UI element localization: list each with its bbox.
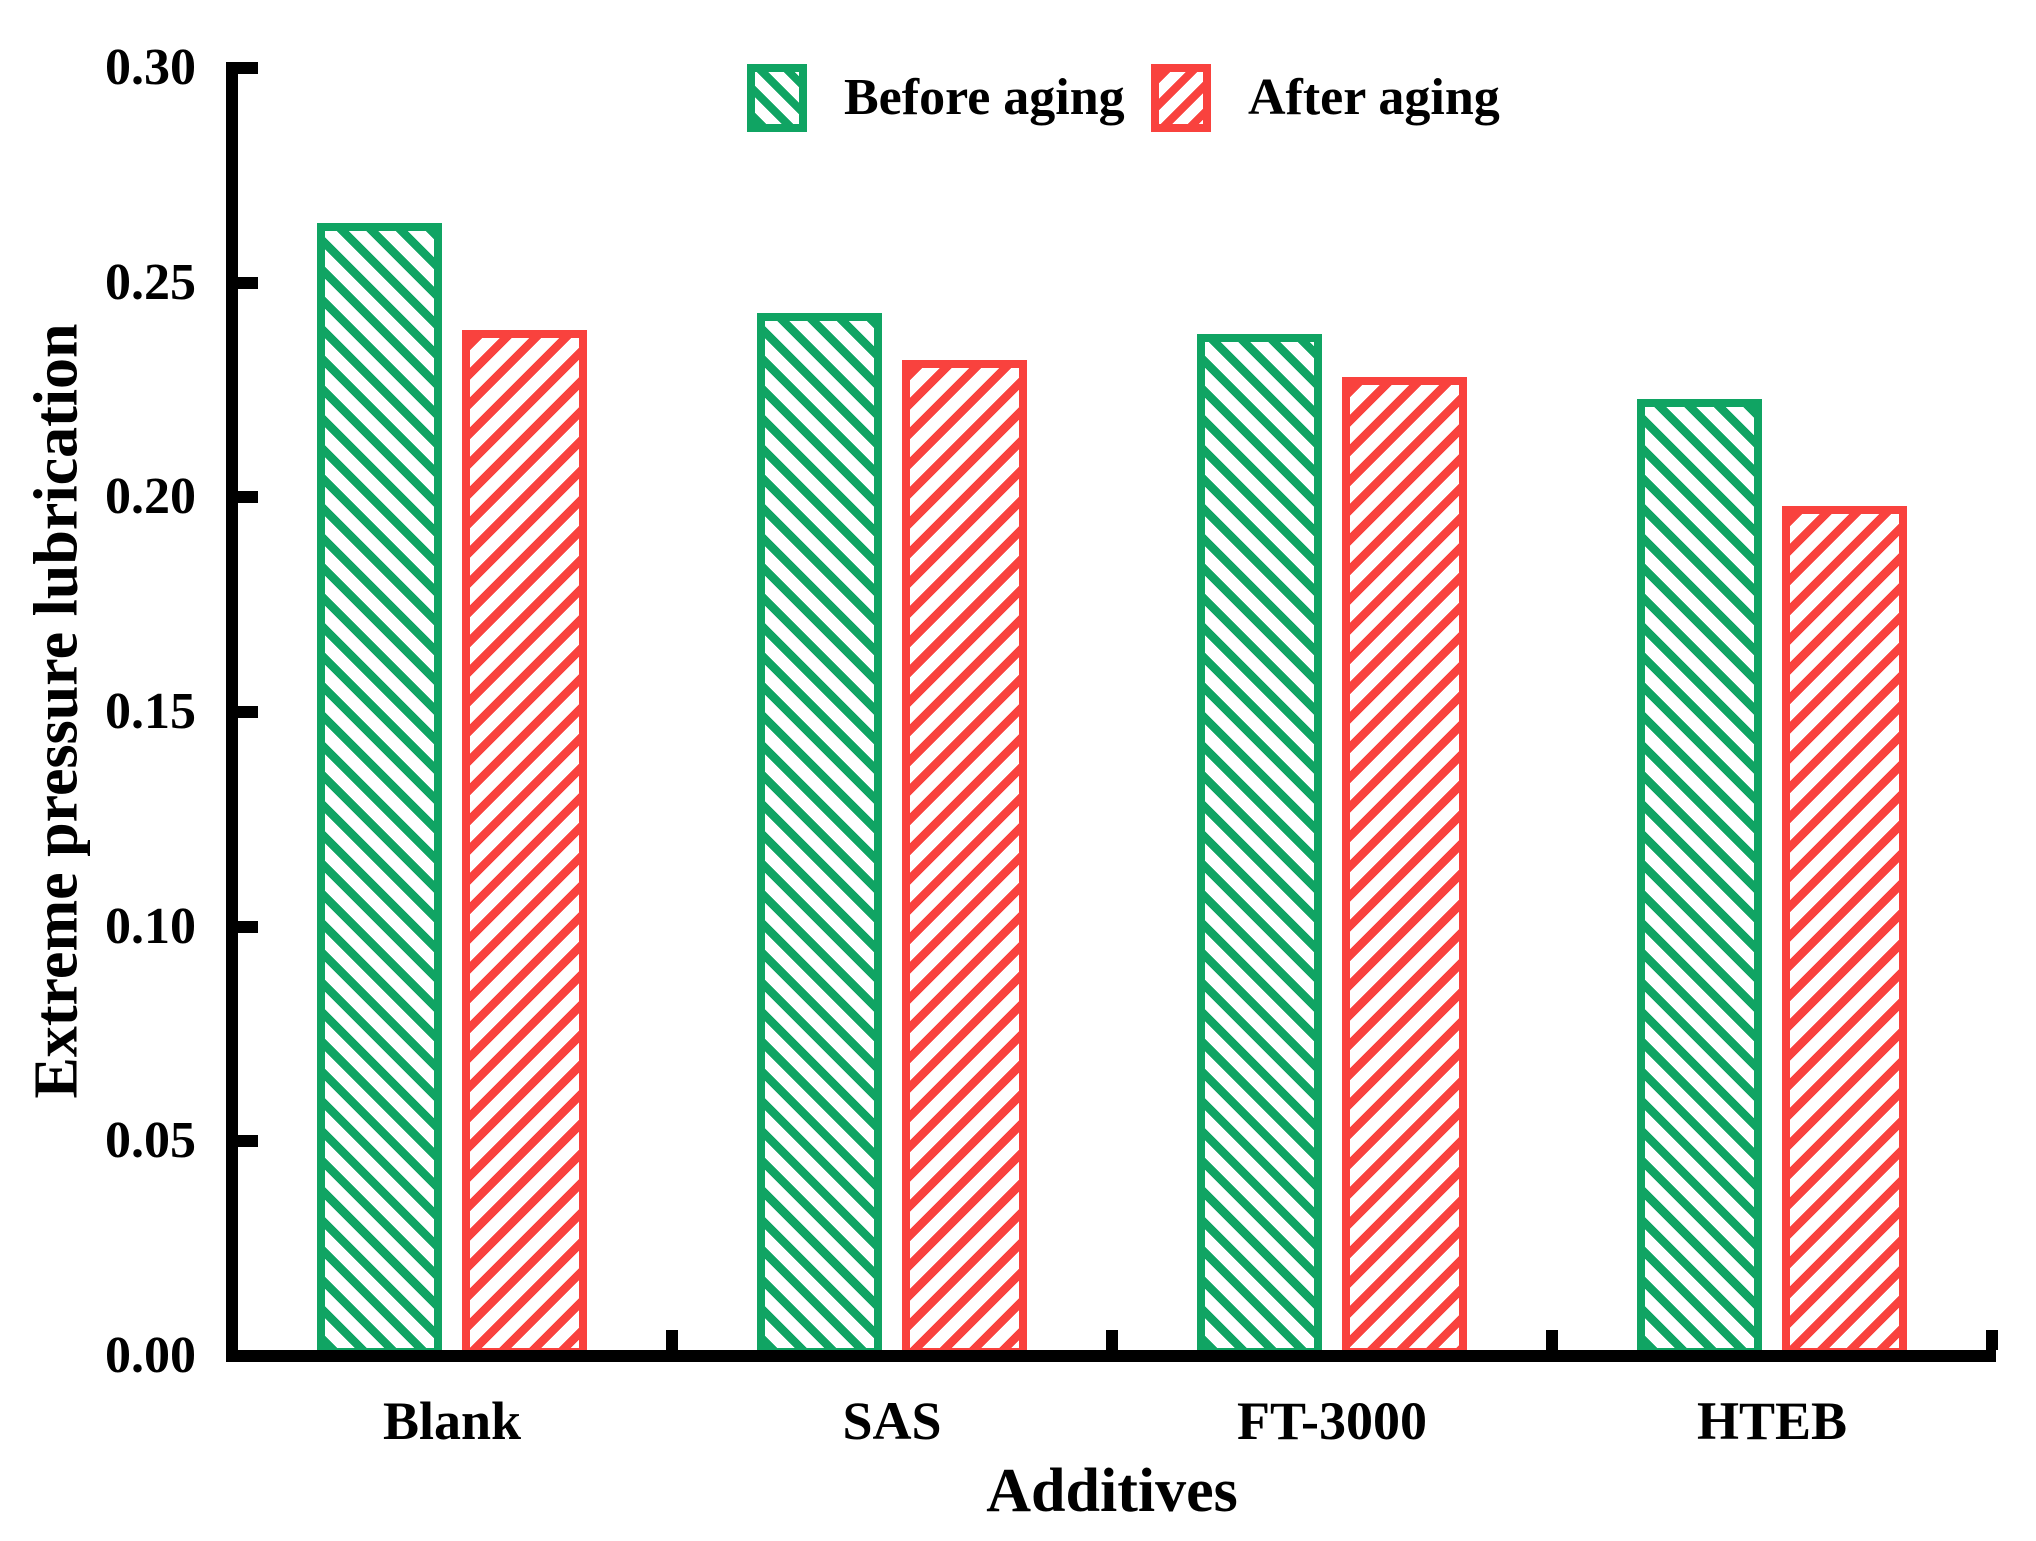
y-tick-0.25 bbox=[238, 276, 258, 289]
x-axis-line bbox=[226, 1350, 1996, 1362]
y-tick-label-0.05: 0.05 bbox=[105, 1112, 196, 1170]
legend-swatch-after-aging bbox=[1151, 64, 1211, 132]
x-tick-3 bbox=[1546, 1330, 1558, 1350]
y-tick-label-0.15: 0.15 bbox=[105, 683, 196, 740]
y-tick-label-0.25: 0.25 bbox=[105, 253, 196, 311]
y-tick-label-0.00: 0.00 bbox=[105, 1327, 196, 1384]
bar-hteb-after-aging bbox=[1782, 505, 1907, 1356]
bar-hteb-before-aging bbox=[1637, 398, 1762, 1356]
bar-sas-after-aging bbox=[902, 359, 1027, 1356]
x-axis-title: Additives bbox=[986, 1457, 1238, 1525]
y-axis-line bbox=[226, 62, 238, 1362]
x-tick-2 bbox=[1106, 1330, 1118, 1350]
legend-swatch-before-aging bbox=[747, 64, 807, 132]
x-tick-label-ft-3000: FT-3000 bbox=[1236, 1391, 1428, 1451]
bar-ft-3000-before-aging bbox=[1197, 334, 1322, 1356]
y-tick-0.15 bbox=[238, 706, 258, 718]
y-tick-0.20 bbox=[238, 491, 258, 504]
y-tick-label-0.30: 0.30 bbox=[105, 39, 196, 96]
x-tick-1 bbox=[666, 1330, 678, 1350]
x-tick-label-sas: SAS bbox=[842, 1391, 942, 1451]
bar-blank-after-aging bbox=[462, 329, 587, 1356]
legend-label-before-aging: Before aging bbox=[844, 69, 1125, 126]
y-tick-label-0.20: 0.20 bbox=[105, 468, 196, 526]
y-tick-0.05 bbox=[238, 1135, 258, 1148]
y-tick-0.10 bbox=[238, 920, 258, 933]
y-tick-0.30 bbox=[238, 62, 258, 74]
x-tick-4 bbox=[1986, 1330, 1998, 1350]
y-tick-label-0.10: 0.10 bbox=[105, 897, 196, 955]
bar-blank-before-aging bbox=[317, 222, 442, 1356]
x-tick-label-blank: Blank bbox=[382, 1391, 522, 1451]
x-tick-label-hteb: HTEB bbox=[1696, 1391, 1848, 1451]
bar-ft-3000-after-aging bbox=[1342, 377, 1467, 1356]
legend-label-after-aging: After aging bbox=[1248, 69, 1500, 126]
bar-sas-before-aging bbox=[757, 312, 882, 1356]
